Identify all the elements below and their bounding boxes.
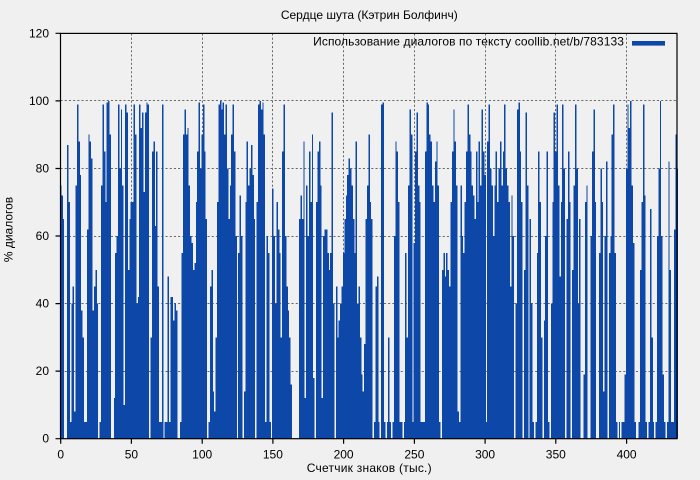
- svg-text:250: 250: [404, 448, 424, 462]
- svg-text:350: 350: [546, 448, 566, 462]
- svg-text:120: 120: [29, 26, 49, 40]
- svg-text:20: 20: [36, 364, 50, 378]
- svg-text:Использование диалогов по текс: Использование диалогов по тексту coollib…: [313, 34, 624, 48]
- svg-text:150: 150: [263, 448, 283, 462]
- svg-text:% диалогов: % диалогов: [2, 197, 16, 262]
- svg-text:40: 40: [36, 297, 50, 311]
- svg-text:300: 300: [475, 448, 495, 462]
- svg-text:0: 0: [42, 432, 49, 446]
- svg-text:100: 100: [192, 448, 212, 462]
- svg-text:0: 0: [57, 448, 64, 462]
- svg-text:Сердце шута (Кэтрин Болфинч): Сердце шута (Кэтрин Болфинч): [281, 8, 458, 22]
- svg-text:60: 60: [36, 229, 50, 243]
- svg-text:100: 100: [29, 94, 49, 108]
- svg-text:400: 400: [617, 448, 637, 462]
- svg-text:50: 50: [125, 448, 139, 462]
- svg-text:200: 200: [334, 448, 354, 462]
- svg-text:80: 80: [36, 162, 50, 176]
- svg-text:Счетчик знаков (тыс.): Счетчик знаков (тыс.): [307, 461, 432, 475]
